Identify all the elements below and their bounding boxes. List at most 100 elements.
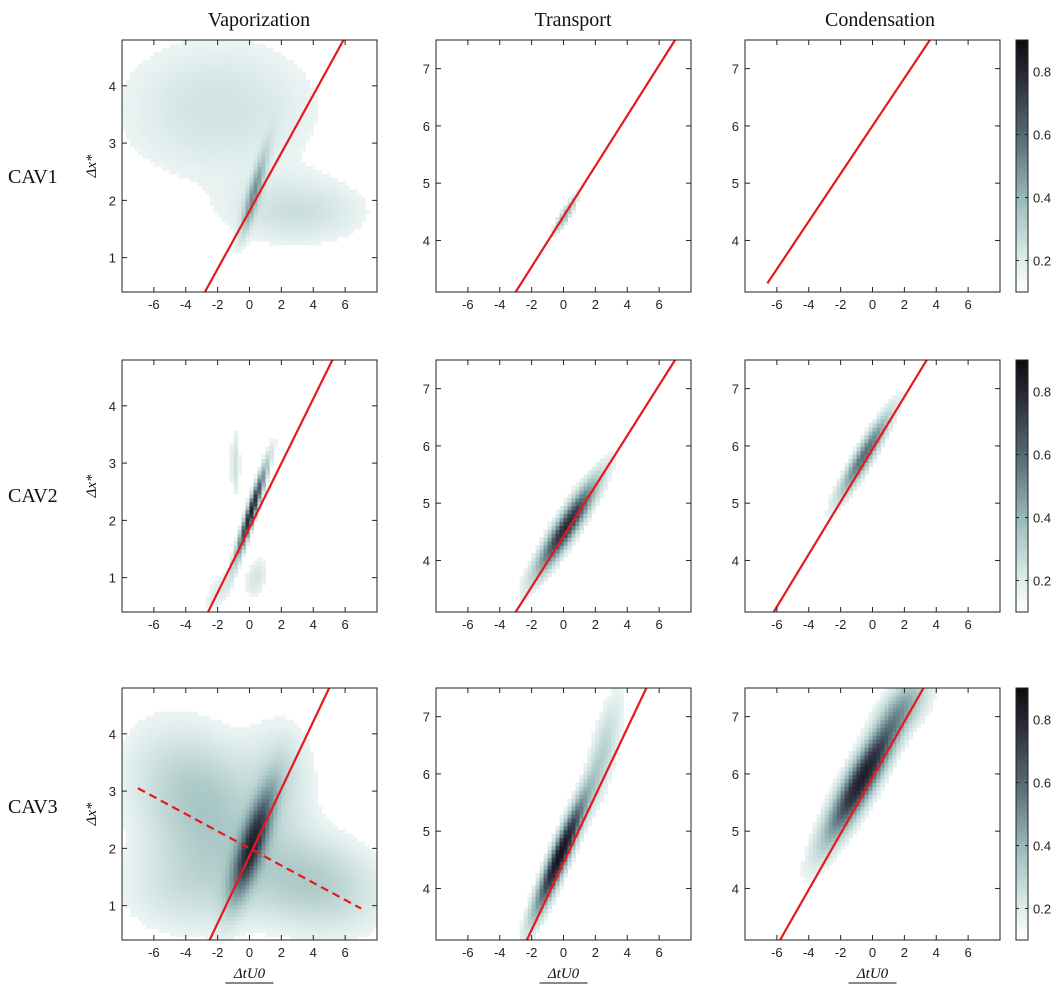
density-cell: [137, 130, 143, 136]
density-cell: [201, 829, 207, 835]
density-cell: [289, 225, 294, 230]
density-cell: [229, 747, 235, 752]
density-cell: [253, 91, 259, 96]
density-cell: [221, 83, 227, 88]
density-cell: [575, 529, 581, 534]
density-cell: [225, 580, 231, 586]
density-cell: [317, 189, 322, 195]
density-cell: [189, 747, 195, 752]
density-cell: [269, 454, 274, 460]
density-cell: [145, 723, 151, 728]
density-cell: [229, 99, 235, 104]
density-cell: [217, 798, 223, 803]
density-cell: [519, 596, 525, 601]
density-cell: [193, 865, 199, 870]
density-cell: [277, 146, 282, 151]
density-cell: [133, 786, 139, 791]
density-cell: [229, 814, 235, 819]
density-cell: [205, 920, 211, 925]
density-cell: [221, 193, 227, 199]
density-cell: [273, 240, 278, 246]
density-cell: [555, 549, 561, 554]
density-cell: [229, 446, 235, 452]
density-cell: [161, 118, 167, 124]
density-cell: [309, 169, 314, 175]
density-cell: [289, 95, 294, 100]
density-cell: [209, 110, 215, 116]
density-cell: [543, 537, 549, 542]
density-cell: [241, 892, 247, 898]
density-cell: [173, 810, 179, 815]
density-cell: [169, 865, 175, 870]
density-cell: [189, 912, 195, 917]
density-cell: [313, 225, 318, 230]
density-cell: [301, 236, 306, 242]
fit-line: [772, 360, 928, 612]
density-cell: [285, 110, 290, 116]
density-cell: [237, 845, 243, 851]
density-cell: [185, 825, 191, 831]
density-cell: [141, 743, 147, 748]
density-cell: [567, 493, 573, 499]
density-cell: [165, 825, 171, 831]
density-cell: [345, 197, 350, 203]
density-cell: [169, 810, 175, 815]
density-cell: [149, 75, 155, 80]
density-cell: [185, 114, 191, 120]
density-cell: [221, 572, 227, 578]
density-cell: [249, 134, 255, 140]
density-cell: [153, 810, 159, 815]
density-cell: [205, 932, 211, 937]
density-cell: [213, 754, 219, 760]
density-cell: [249, 739, 255, 744]
density-cell: [261, 95, 267, 100]
density-cell: [173, 739, 179, 744]
density-cell: [185, 723, 191, 728]
density-cell: [205, 87, 211, 92]
density-cell: [177, 743, 183, 748]
density-cell: [129, 83, 135, 88]
density-cell: [169, 806, 175, 811]
density-cell: [213, 900, 219, 906]
density-cell: [197, 916, 203, 921]
density-cell: [257, 908, 263, 914]
density-cell: [261, 735, 267, 740]
density-cell: [313, 236, 318, 242]
density-cell: [169, 774, 175, 780]
density-cell: [261, 723, 267, 728]
density-cell: [293, 83, 298, 88]
density-cell: [181, 869, 187, 874]
density-cell: [197, 130, 203, 136]
density-cell: [213, 829, 219, 835]
density-cell: [225, 40, 231, 45]
density-cell: [133, 130, 139, 136]
density-cell: [241, 79, 247, 84]
density-cell: [257, 857, 263, 862]
density-cell: [856, 462, 862, 467]
density-cell: [241, 552, 247, 558]
density-cell: [309, 225, 314, 230]
density-cell: [217, 169, 223, 175]
density-cell: [165, 134, 171, 140]
density-cell: [281, 122, 286, 128]
density-cell: [301, 185, 306, 191]
density-cell: [137, 122, 143, 128]
density-cell: [237, 232, 243, 238]
density-cell: [229, 900, 235, 906]
density-cell: [129, 790, 135, 795]
density-cell: [181, 47, 187, 53]
density-cell: [329, 205, 334, 210]
density-cell: [860, 438, 866, 444]
density-cell: [153, 904, 159, 910]
density-cell: [145, 829, 151, 835]
density-cell: [177, 162, 183, 167]
density-cell: [249, 735, 255, 740]
x-tick-label: 2: [278, 617, 285, 632]
density-cell: [217, 67, 223, 73]
density-cell: [277, 51, 282, 57]
density-cell: [257, 735, 263, 740]
density-cell: [205, 169, 211, 175]
density-cell: [201, 95, 207, 100]
density-cell: [193, 87, 199, 92]
